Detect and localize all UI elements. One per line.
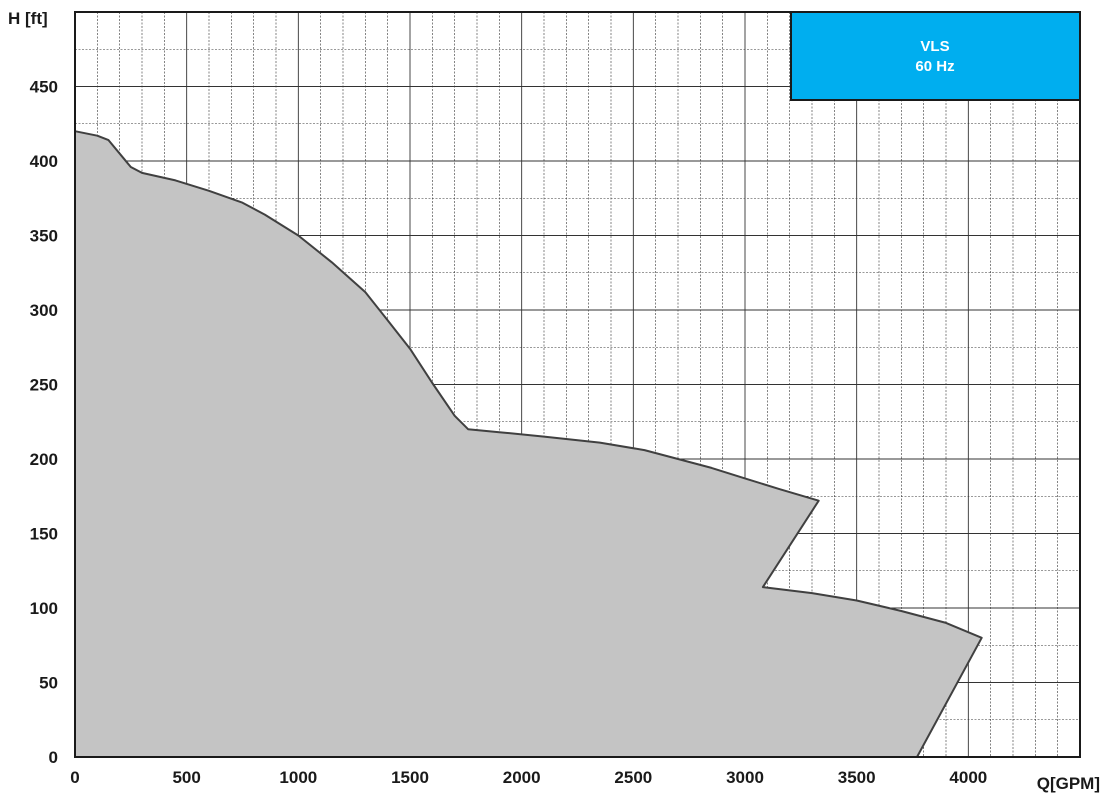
x-tick-label: 2500 <box>614 768 652 787</box>
performance-area-fill <box>75 131 982 757</box>
plot-frame <box>74 11 1081 758</box>
x-tick-label: 500 <box>172 768 200 787</box>
x-tick-label: 2000 <box>503 768 541 787</box>
legend-line-1: VLS <box>920 38 949 55</box>
x-tick-label: 0 <box>70 768 79 787</box>
x-tick-label: 1000 <box>279 768 317 787</box>
x-tick-label: 3000 <box>726 768 764 787</box>
y-tick-label: 200 <box>30 450 58 469</box>
y-tick-label: 400 <box>30 152 58 171</box>
y-tick-label: 350 <box>30 227 58 246</box>
performance-area <box>74 130 983 758</box>
legend: VLS 60 Hz <box>790 11 1081 101</box>
legend-box <box>790 11 1081 101</box>
y-tick-label: 0 <box>49 748 58 767</box>
tick-labels: 0 500 1000 1500 2000 2500 3000 3500 4000 0 50 100 15… <box>30 78 988 788</box>
y-axis-label: H [ft] <box>8 9 48 28</box>
y-tick-label: 300 <box>30 301 58 320</box>
x-tick-label: 3500 <box>838 768 876 787</box>
y-tick-label: 250 <box>30 376 58 395</box>
y-tick-label: 50 <box>39 674 58 693</box>
y-tick-label: 100 <box>30 599 58 618</box>
x-tick-label: 4000 <box>949 768 987 787</box>
y-tick-label: 150 <box>30 525 58 544</box>
legend-line-2: 60 Hz <box>915 58 954 75</box>
x-tick-label: 1500 <box>391 768 429 787</box>
x-axis-label: Q[GPM] <box>1037 774 1100 793</box>
y-tick-label: 450 <box>30 78 58 97</box>
performance-curve <box>74 130 983 758</box>
